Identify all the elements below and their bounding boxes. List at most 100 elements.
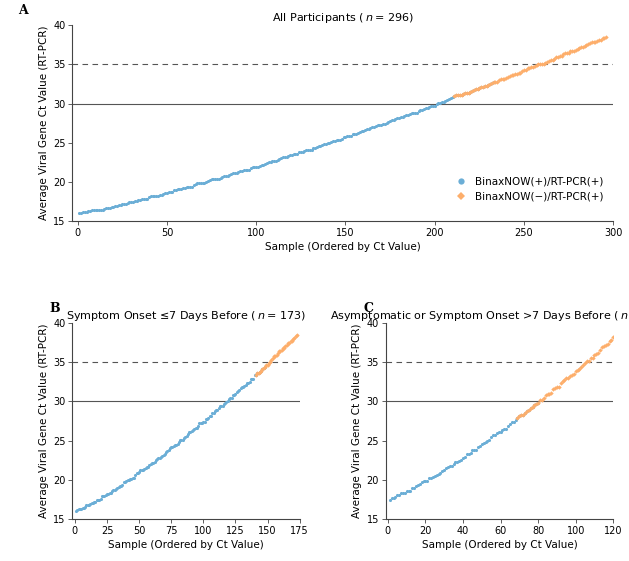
Point: [198, 418, 208, 427]
Point: [259, 160, 269, 169]
Point: [174, 185, 184, 194]
Point: [161, 447, 171, 456]
Point: [599, 342, 609, 351]
Point: [279, 343, 289, 352]
Point: [89, 498, 99, 507]
Point: [265, 158, 276, 167]
Point: [441, 464, 451, 473]
Point: [458, 453, 468, 462]
Point: [198, 178, 208, 187]
Point: [157, 190, 167, 199]
Point: [430, 101, 440, 110]
Point: [515, 68, 525, 77]
Point: [365, 123, 376, 132]
Point: [278, 344, 288, 353]
Point: [165, 187, 175, 196]
Point: [512, 69, 522, 78]
Point: [283, 339, 293, 348]
Point: [228, 169, 238, 178]
Point: [205, 176, 215, 185]
Point: [459, 90, 469, 99]
Point: [480, 82, 490, 91]
Point: [453, 91, 463, 100]
Point: [421, 104, 431, 113]
Point: [164, 446, 174, 455]
Point: [304, 145, 314, 154]
Point: [544, 389, 554, 398]
Point: [415, 480, 425, 489]
Title: Asymptomatic or Symptom Onset >7 Days Before ( $n$ = 122): Asymptomatic or Symptom Onset >7 Days Be…: [330, 309, 629, 323]
Point: [185, 182, 195, 191]
Point: [162, 447, 172, 456]
Point: [528, 403, 538, 412]
Point: [469, 445, 479, 454]
Point: [474, 84, 484, 93]
Point: [271, 157, 281, 165]
Point: [340, 132, 350, 141]
Point: [310, 144, 320, 153]
Point: [367, 122, 377, 131]
Point: [504, 72, 515, 81]
Point: [489, 78, 499, 87]
Point: [455, 90, 465, 99]
Point: [538, 59, 548, 68]
Point: [296, 148, 306, 157]
Point: [156, 453, 166, 462]
Point: [485, 80, 495, 89]
Point: [103, 204, 113, 213]
Point: [199, 178, 209, 187]
Point: [184, 428, 194, 437]
X-axis label: Sample (Ordered by Ct Value): Sample (Ordered by Ct Value): [422, 540, 577, 550]
Point: [272, 350, 282, 359]
Point: [360, 126, 370, 135]
Point: [210, 174, 220, 183]
Point: [448, 93, 458, 102]
Point: [219, 399, 229, 408]
Point: [85, 206, 95, 215]
Point: [246, 163, 256, 172]
Point: [596, 35, 606, 44]
Point: [139, 195, 149, 204]
Point: [338, 133, 348, 142]
Point: [99, 204, 109, 213]
Point: [259, 363, 269, 372]
Point: [446, 94, 456, 103]
Point: [333, 136, 343, 145]
Y-axis label: Average Viral Gene Ct Value (RT-PCR): Average Viral Gene Ct Value (RT-PCR): [352, 324, 362, 518]
Point: [552, 383, 562, 392]
Point: [280, 153, 290, 162]
Point: [601, 33, 611, 42]
Point: [459, 90, 469, 99]
Point: [116, 200, 126, 209]
Point: [111, 485, 121, 494]
Point: [107, 486, 117, 495]
Point: [273, 348, 283, 357]
Point: [522, 406, 532, 415]
Point: [253, 368, 264, 377]
Point: [248, 374, 259, 383]
Point: [460, 89, 470, 98]
Point: [540, 391, 550, 400]
Point: [557, 52, 567, 61]
Point: [403, 111, 413, 119]
Point: [587, 38, 597, 47]
Point: [199, 417, 209, 426]
Point: [449, 91, 459, 100]
Point: [281, 341, 291, 350]
Point: [469, 86, 479, 95]
Point: [257, 365, 267, 374]
Point: [419, 105, 429, 114]
Point: [493, 77, 503, 86]
Point: [469, 86, 479, 95]
Point: [454, 457, 464, 466]
Point: [599, 33, 610, 42]
Point: [237, 383, 247, 392]
Text: C: C: [364, 302, 373, 315]
Point: [172, 185, 182, 194]
Point: [514, 68, 524, 77]
Point: [580, 42, 590, 50]
Point: [247, 375, 257, 384]
Point: [594, 36, 604, 45]
Point: [194, 419, 204, 427]
Point: [374, 121, 384, 130]
